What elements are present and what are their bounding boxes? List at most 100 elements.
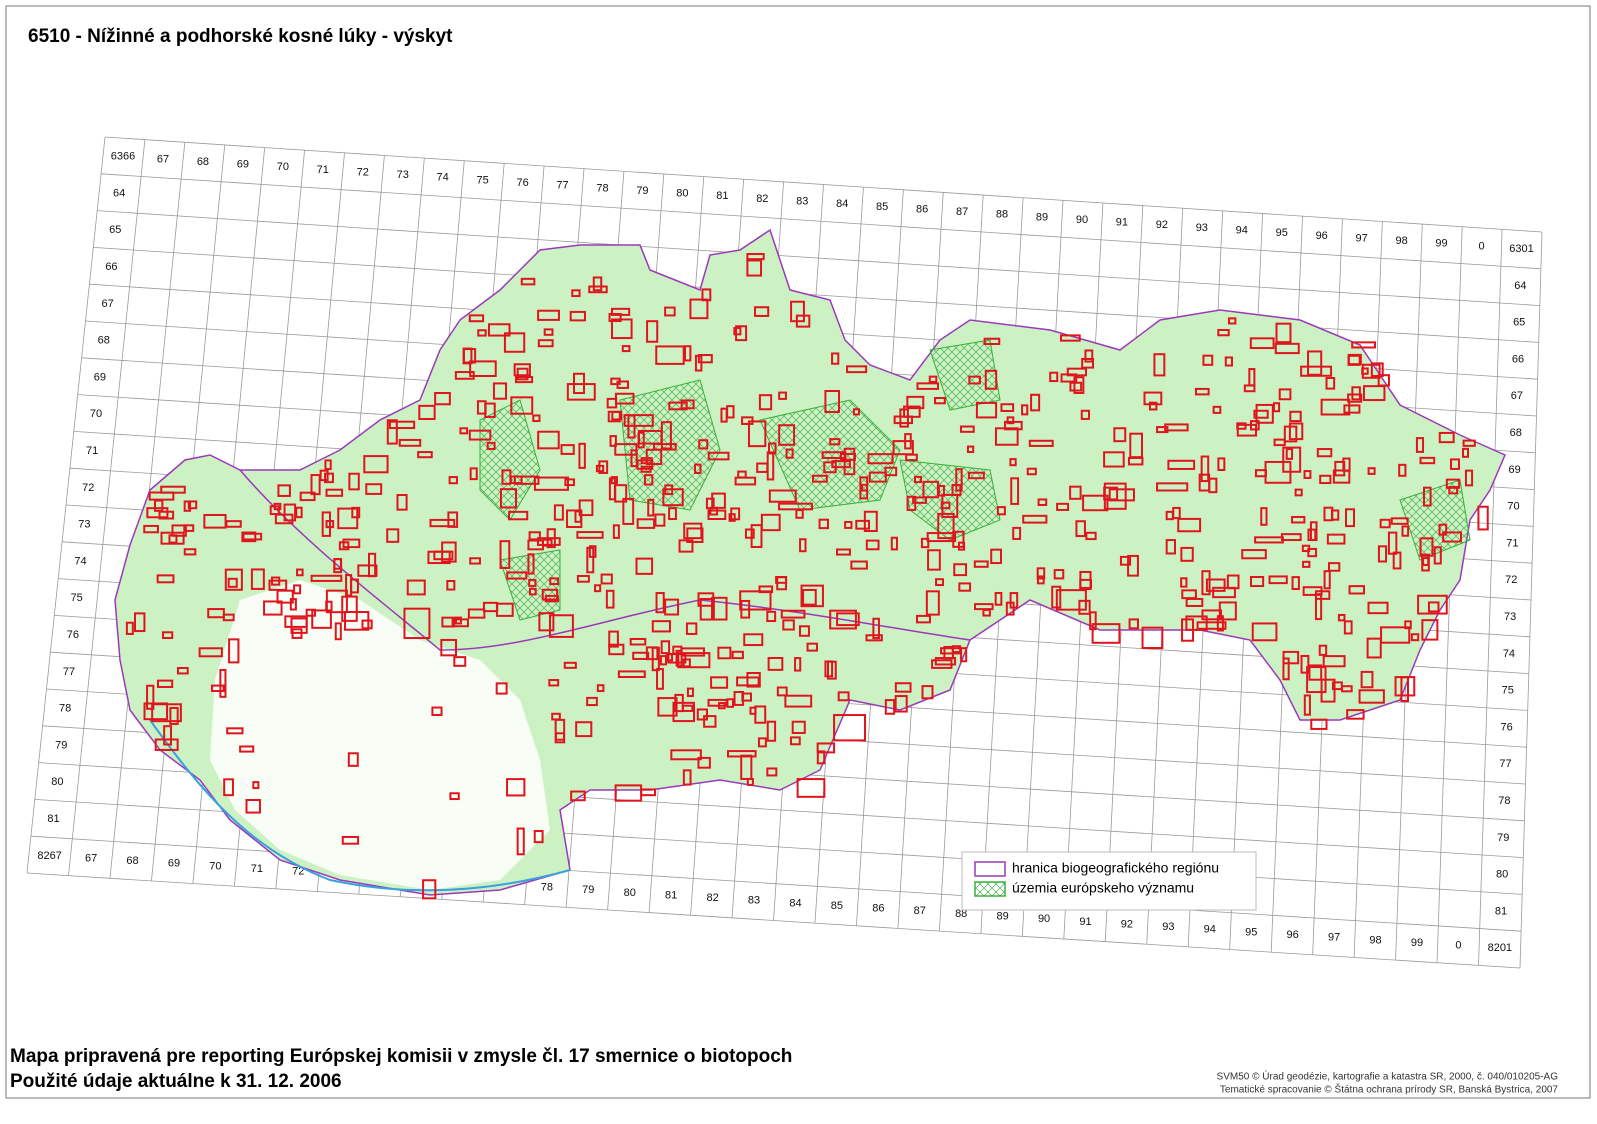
habitat-site	[1347, 393, 1363, 403]
habitat-site	[1316, 448, 1333, 458]
habitat-site	[334, 622, 342, 641]
habitat-site	[698, 439, 709, 450]
habitat-site	[348, 472, 360, 491]
grid-label: 80	[51, 776, 63, 788]
habitat-site	[1301, 544, 1311, 553]
grid-label: 68	[98, 335, 110, 347]
habitat-site	[974, 603, 994, 611]
habitat-site	[710, 676, 729, 689]
habitat-site	[1445, 478, 1461, 489]
grid-label: 78	[541, 881, 553, 893]
habitat-site	[927, 549, 941, 571]
habitat-site	[1205, 578, 1226, 592]
habitat-site	[171, 524, 187, 537]
habitat-site	[341, 595, 358, 622]
habitat-site	[146, 684, 155, 710]
habitat-site	[571, 289, 581, 298]
habitat-site	[1021, 404, 1029, 416]
habitat-site	[158, 510, 175, 520]
habitat-site	[1274, 342, 1300, 355]
habitat-site	[782, 619, 795, 631]
habitat-site	[768, 489, 797, 503]
habitat-site	[836, 612, 860, 627]
habitat-site	[386, 528, 400, 543]
habitat-site	[664, 598, 680, 616]
habitat-site	[1319, 474, 1332, 485]
grid-label: 94	[1236, 225, 1248, 237]
grid-label: 93	[1196, 222, 1208, 234]
habitat-site	[1322, 655, 1346, 668]
grid-label: 69	[94, 371, 106, 383]
habitat-site	[1051, 585, 1062, 609]
grid-label: 90	[1038, 913, 1050, 925]
habitat-site	[846, 365, 868, 374]
habitat-site	[1217, 457, 1226, 472]
habitat-site	[1398, 463, 1407, 477]
grid-label: 78	[1498, 795, 1510, 807]
grid-label: 72	[1505, 574, 1517, 586]
habitat-site	[321, 511, 332, 537]
habitat-site	[955, 468, 963, 492]
habitat-site	[168, 534, 178, 544]
habitat-site	[347, 752, 359, 767]
grid-label: 71	[251, 863, 263, 875]
habitat-site	[966, 445, 975, 454]
habitat-site	[937, 512, 955, 540]
habitat-site	[617, 670, 646, 679]
habitat-site	[1302, 586, 1323, 596]
habitat-site	[733, 690, 745, 706]
habitat-site	[629, 637, 647, 646]
habitat-site	[1310, 718, 1328, 730]
habitat-site	[640, 465, 652, 473]
habitat-site	[357, 564, 378, 577]
habitat-site	[824, 390, 841, 413]
habitat-site	[499, 488, 518, 509]
habitat-site	[784, 694, 813, 708]
habitat-site	[952, 530, 965, 548]
grid-label: 81	[47, 813, 59, 825]
habitat-site	[696, 708, 708, 721]
grid-line	[104, 136, 1543, 233]
grid-label: 78	[59, 703, 71, 715]
habitat-site	[697, 592, 715, 607]
habitat-site	[931, 659, 953, 669]
grid-label: 65	[1513, 317, 1525, 329]
habitat-site	[337, 507, 359, 530]
habitat-site	[1308, 664, 1323, 681]
habitat-site	[406, 579, 426, 596]
habitat-site	[341, 835, 360, 845]
habitat-site	[1226, 574, 1240, 590]
habitat-site	[812, 474, 828, 483]
habitat-site	[662, 488, 684, 507]
habitat-site	[477, 329, 487, 337]
habitat-site	[1275, 322, 1292, 344]
habitat-site	[586, 696, 598, 707]
grid-label: 71	[86, 445, 98, 457]
habitat-site	[746, 259, 763, 277]
habitat-site	[717, 646, 732, 660]
habitat-site	[689, 298, 709, 320]
habitat-site	[283, 503, 297, 522]
habitat-site	[596, 684, 605, 693]
habitat-site	[672, 701, 695, 723]
habitat-site	[683, 522, 703, 540]
habitat-site	[686, 687, 694, 698]
habitat-site	[720, 407, 728, 423]
habitat-site	[1280, 533, 1302, 542]
habitat-site	[1073, 376, 1085, 394]
habitat-site	[1208, 477, 1218, 494]
habitat-site	[655, 345, 685, 365]
grid-label: 75	[71, 592, 83, 604]
habitat-site	[1082, 494, 1109, 512]
habitat-site	[528, 531, 541, 541]
habitat-site	[905, 453, 918, 462]
grid-label: 80	[676, 188, 688, 200]
habitat-site	[994, 427, 1019, 446]
habitat-site	[701, 288, 712, 302]
habitat-site	[1012, 526, 1022, 540]
habitat-site	[1075, 520, 1086, 538]
habitat-site	[611, 410, 623, 421]
grid-label: 86	[872, 903, 884, 915]
habitat-site	[588, 545, 597, 558]
habitat-site	[454, 371, 475, 380]
